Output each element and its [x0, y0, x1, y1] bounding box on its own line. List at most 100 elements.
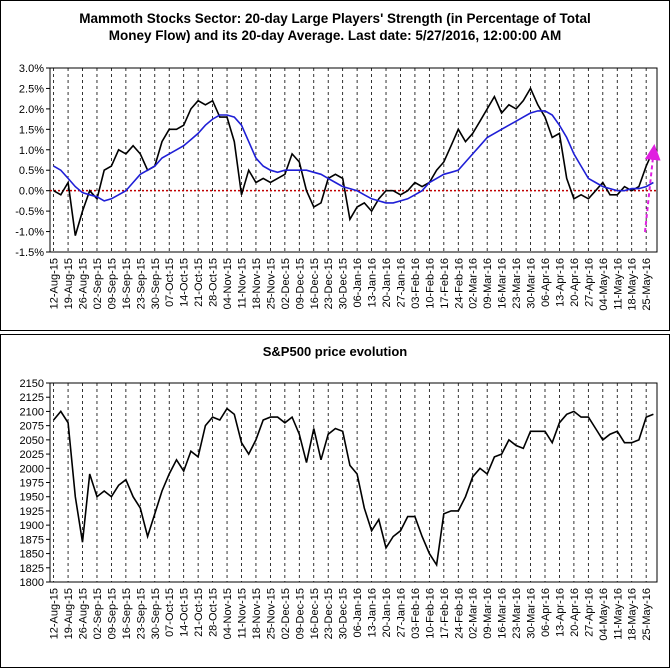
x-tick-label: 23-Dec-15 — [323, 588, 335, 639]
x-tick-label: 13-Apr-16 — [554, 588, 566, 637]
x-tick-label: 19-Aug-15 — [63, 258, 75, 309]
x-tick-label: 25-Nov-15 — [265, 588, 277, 639]
x-tick-label: 03-Feb-16 — [410, 588, 422, 639]
chart-title: Mammoth Stocks Sector: 20-day Large Play… — [79, 11, 591, 43]
y-tick-label: 1950 — [20, 492, 44, 504]
panel-frame — [0, 334, 670, 668]
y-tick-label: -1.5% — [15, 247, 44, 259]
x-tick-label: 09-Mar-16 — [482, 258, 494, 309]
x-tick-label: 13-Jan-16 — [367, 588, 379, 638]
x-tick-label: 06-Apr-16 — [540, 258, 552, 307]
chart-title: S&P500 price evolution — [263, 344, 408, 359]
x-tick-label: 30-Dec-15 — [338, 258, 350, 309]
x-tick-label: 16-Sep-15 — [121, 588, 133, 639]
x-tick-label: 16-Mar-16 — [497, 588, 509, 639]
x-tick-label: 11-Nov-15 — [236, 258, 248, 309]
x-tick-label: 27-Apr-16 — [583, 588, 595, 637]
x-tick-label: 27-Jan-16 — [395, 588, 407, 638]
x-tick-label: 12-Aug-15 — [49, 258, 61, 309]
x-tick-label: 02-Dec-15 — [280, 258, 292, 309]
y-tick-label: 2000 — [20, 463, 44, 475]
x-tick-label: 06-Jan-16 — [352, 588, 364, 638]
y-tick-label: 3.0% — [19, 63, 44, 75]
x-tick-label: 20-Jan-16 — [381, 258, 393, 308]
x-tick-label: 02-Sep-15 — [92, 258, 104, 309]
x-tick-label: 23-Mar-16 — [511, 588, 523, 639]
x-tick-label: 26-Aug-15 — [78, 258, 90, 309]
x-tick-label: 02-Mar-16 — [468, 258, 480, 309]
x-tick-label: 04-Nov-15 — [222, 258, 234, 309]
x-tick-label: 14-Oct-15 — [179, 258, 191, 307]
y-tick-label: -1.0% — [15, 227, 44, 239]
x-tick-label: 18-Nov-15 — [251, 588, 263, 639]
x-tick-label: 02-Sep-15 — [92, 588, 104, 639]
y-tick-label: 1875 — [20, 534, 44, 546]
x-tick-label: 11-May-16 — [612, 588, 624, 640]
series-line — [53, 110, 654, 204]
y-tick-label: 1900 — [20, 520, 44, 532]
x-tick-label: 28-Oct-15 — [208, 258, 220, 307]
y-tick-label: 1850 — [20, 549, 44, 561]
series-line — [52, 407, 654, 568]
x-tick-label: 25-Nov-15 — [265, 258, 277, 309]
y-tick-label: 2100 — [20, 406, 44, 418]
x-tick-label: 20-Apr-16 — [569, 588, 581, 637]
x-tick-label: 04-May-16 — [598, 588, 610, 641]
x-tick-label: 19-Aug-15 — [63, 588, 75, 639]
x-tick-label: 09-Dec-15 — [294, 258, 306, 309]
y-tick-label: 1975 — [20, 478, 44, 490]
x-tick-label: 16-Sep-15 — [121, 258, 133, 309]
x-tick-label: 24-Feb-16 — [453, 258, 465, 309]
x-tick-label: 27-Apr-16 — [583, 258, 595, 307]
x-tick-label: 28-Oct-15 — [208, 588, 220, 637]
y-tick-label: 1925 — [20, 506, 44, 518]
x-tick-label: 16-Mar-16 — [497, 258, 509, 309]
x-tick-label: 14-Oct-15 — [179, 588, 191, 637]
x-tick-label: 10-Feb-16 — [424, 258, 436, 309]
x-tick-label: 07-Oct-15 — [164, 258, 176, 307]
y-tick-label: 1.5% — [19, 124, 44, 136]
x-tick-label: 09-Mar-16 — [482, 588, 494, 639]
x-tick-label: 18-Nov-15 — [251, 258, 263, 309]
x-tick-label: 11-Nov-15 — [236, 588, 248, 639]
x-tick-label: 10-Feb-16 — [424, 588, 436, 639]
x-tick-label: 18-May-16 — [627, 588, 639, 641]
x-tick-label: 20-Jan-16 — [381, 588, 393, 638]
x-tick-label: 30-Sep-15 — [150, 588, 162, 639]
x-tick-label: 06-Jan-16 — [352, 258, 364, 308]
x-tick-label: 07-Oct-15 — [164, 588, 176, 637]
plot-area — [49, 67, 658, 253]
x-tick-label: 23-Mar-16 — [511, 258, 523, 309]
x-tick-label: 21-Oct-15 — [193, 258, 205, 307]
x-tick-label: 09-Dec-15 — [294, 588, 306, 639]
x-tick-label: 02-Mar-16 — [468, 588, 480, 639]
plot-area — [49, 382, 658, 583]
y-tick-label: 2125 — [20, 392, 44, 404]
x-tick-label: 04-Nov-15 — [222, 588, 234, 639]
x-tick-label: 09-Sep-15 — [106, 258, 118, 309]
x-tick-label: 04-May-16 — [598, 258, 610, 311]
x-tick-label: 16-Dec-15 — [309, 588, 321, 639]
y-tick-label: -0.5% — [15, 206, 44, 218]
x-tick-label: 02-Dec-15 — [280, 588, 292, 639]
y-tick-label: 2050 — [20, 435, 44, 447]
y-tick-label: 2150 — [20, 378, 44, 390]
x-tick-label: 21-Oct-15 — [193, 588, 205, 637]
x-tick-label: 23-Sep-15 — [135, 588, 147, 639]
x-tick-label: 16-Dec-15 — [309, 258, 321, 309]
y-tick-label: 1800 — [20, 577, 44, 589]
x-tick-label: 25-May-16 — [641, 588, 653, 641]
x-tick-label: 30-Mar-16 — [526, 588, 538, 639]
x-tick-label: 26-Aug-15 — [78, 588, 90, 639]
x-tick-label: 12-Aug-15 — [49, 588, 61, 639]
x-tick-label: 23-Dec-15 — [323, 258, 335, 309]
y-tick-label: 2.0% — [19, 104, 44, 116]
x-tick-label: 06-Apr-16 — [540, 588, 552, 637]
panel-frame — [0, 0, 670, 331]
x-tick-label: 27-Jan-16 — [395, 258, 407, 308]
y-tick-label: 2025 — [20, 449, 44, 461]
y-tick-label: 0.0% — [19, 186, 44, 198]
y-tick-label: 2075 — [20, 421, 44, 433]
